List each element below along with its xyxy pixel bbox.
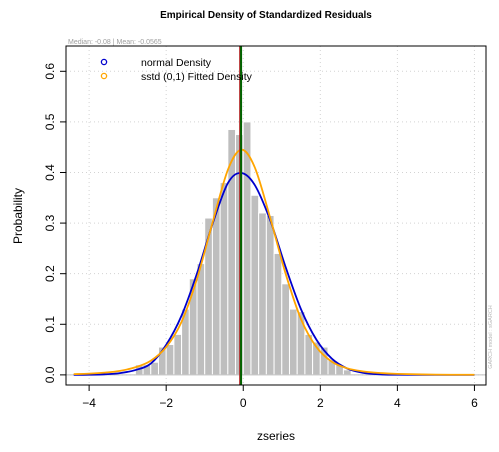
grid-lines xyxy=(66,46,486,385)
histogram-bar xyxy=(173,333,183,376)
x-axis: −4 −2 0 2 4 6 xyxy=(82,384,478,410)
chart-title: Empirical Density of Standardized Residu… xyxy=(160,10,372,21)
histogram-bar xyxy=(211,197,221,376)
histogram-bar xyxy=(281,283,290,376)
histogram-bars xyxy=(134,121,352,376)
normal-density-line xyxy=(73,172,475,376)
x-tick-label: 6 xyxy=(471,396,478,410)
histogram-bar xyxy=(165,344,175,376)
histogram-bar xyxy=(273,252,283,376)
sstd-density-line xyxy=(73,148,475,376)
density-curves xyxy=(73,148,475,376)
x-tick-label: 4 xyxy=(394,396,401,410)
histogram-bar xyxy=(265,215,275,376)
histogram-bar xyxy=(204,217,213,376)
legend-marker xyxy=(100,72,108,80)
y-tick-label: 0.6 xyxy=(43,63,57,80)
histogram-bar xyxy=(219,182,229,376)
legend: normal Density sstd (0,1) Fitted Density xyxy=(100,57,253,83)
histogram-bar xyxy=(258,212,267,376)
y-tick-label: 0.5 xyxy=(43,113,57,130)
histogram-bar xyxy=(342,369,352,376)
y-tick-label: 0.2 xyxy=(43,265,57,282)
summary-lines xyxy=(239,46,243,385)
x-tick-label: 2 xyxy=(317,396,324,410)
x-axis-label: zseries xyxy=(257,429,295,443)
x-tick-label: −2 xyxy=(159,396,173,410)
y-axis: 0.0 0.1 0.2 0.3 0.4 0.5 0.6 xyxy=(43,63,67,383)
legend-label: sstd (0,1) Fitted Density xyxy=(141,71,253,83)
histogram-bar xyxy=(250,194,260,376)
histogram-bar xyxy=(288,308,298,376)
histogram-bar xyxy=(150,361,159,376)
histogram-bar xyxy=(242,121,252,376)
model-note: GARCH model : sGARCH xyxy=(488,305,494,369)
y-tick-label: 0.1 xyxy=(43,316,57,333)
y-tick-label: 0.3 xyxy=(43,214,57,231)
legend-marker xyxy=(100,58,108,66)
y-tick-label: 0.0 xyxy=(43,366,57,383)
legend-label: normal Density xyxy=(141,57,212,69)
x-tick-label: −4 xyxy=(82,396,96,410)
x-tick-label: 0 xyxy=(240,396,247,410)
y-tick-label: 0.4 xyxy=(43,164,57,181)
histogram-bar xyxy=(196,263,206,376)
y-axis-label: Probability xyxy=(11,188,25,244)
chart-subtitle: Median: -0.08 | Mean: -0.0565 xyxy=(68,39,162,46)
